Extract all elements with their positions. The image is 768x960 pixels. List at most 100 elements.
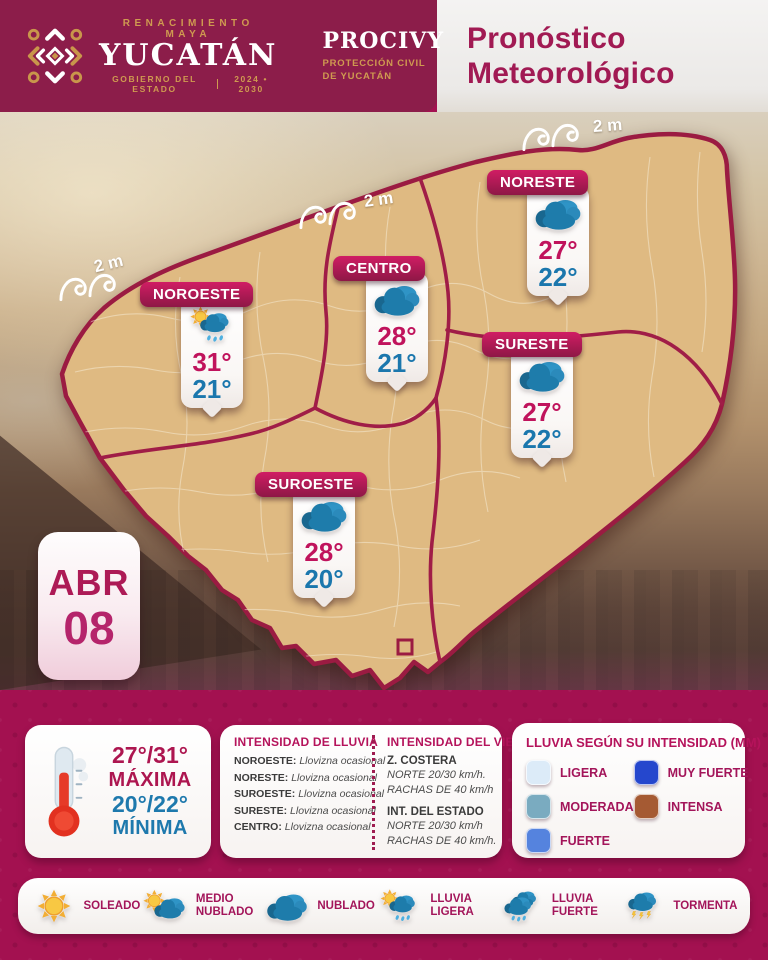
legend-swatch <box>526 760 551 785</box>
temp-min: 22° <box>522 423 562 454</box>
wind-zone-inland: INT. DEL ESTADO <box>387 806 484 818</box>
region-label: CENTRO <box>333 256 425 281</box>
agency-name: PROCIVY <box>322 28 445 55</box>
cloud-rain-icon <box>499 889 545 923</box>
forecast-card: 27° 22° <box>511 348 573 459</box>
region-label: NOROESTE <box>140 282 254 307</box>
sun-cloud-rain-icon <box>186 306 238 344</box>
wave-height-label: 2 m <box>592 115 623 136</box>
cloud-icon <box>264 889 310 923</box>
sky-item-lluvia-fuerte: LLUVIA FUERTE <box>499 889 618 923</box>
forecast-card: 28° 21° <box>366 272 428 383</box>
header-title-block: Pronóstico Meteorológico <box>437 0 768 112</box>
rain-row: SUROESTE: Llovizna ocasional <box>234 788 384 800</box>
sun-cloud-icon <box>143 889 189 923</box>
temp-min: 20° <box>304 563 344 594</box>
sky-condition-legend: SOLEADO MEDIO NUBLADO NUBLADO LLUVIA LIG… <box>18 878 750 934</box>
temp-max: 31° <box>192 347 232 377</box>
rain-row: SURESTE: Llovizna ocasional <box>234 804 376 817</box>
legend-swatch <box>633 760 659 785</box>
temp-min: 22° <box>538 261 578 292</box>
state-outline <box>59 131 738 690</box>
legend-item-ligera: LIGERA <box>526 760 634 785</box>
rain-legend-title: LLUVIA SEGÚN SU INTENSIDAD (MM) <box>526 735 761 750</box>
region-forecast-suroeste: SUROESTE 28° 20° <box>255 472 367 599</box>
min-temp-value: 20°/22° <box>112 790 188 817</box>
legend-item-fuerte: FUERTE <box>526 828 634 853</box>
legend-item-moderada: MODERADA <box>526 794 634 819</box>
forecast-card: 28° 20° <box>293 488 355 599</box>
wind-intensity-column: INTENSIDAD DEL VIENTO Z. COSTERA NORTE 2… <box>372 735 539 850</box>
sky-item-tormenta: TORMENTA <box>620 889 737 923</box>
rain-panel-title: INTENSIDAD DE LLUVIA <box>234 735 379 749</box>
wind-line: RACHAS DE 40 km/h <box>387 784 494 796</box>
wave-marker-ne: 2 m <box>521 115 623 159</box>
cloudy-icon <box>532 194 584 232</box>
date-day: 08 <box>63 602 115 655</box>
wind-zone-coastal: Z. COSTERA <box>387 755 457 767</box>
brand-years: 2024 • 2030 <box>234 74 269 95</box>
rain-intensity-column: INTENSIDAD DE LLUVIA NOROESTE: Llovizna … <box>234 735 386 850</box>
sun-cloud-rain-icon <box>377 889 423 923</box>
wind-line: RACHAS DE 40 km/h. <box>387 835 497 847</box>
region-forecast-noreste: NORESTE 27° 22° <box>487 170 589 297</box>
wave-icon <box>59 273 116 302</box>
agency-dept-line1: PROTECCIÓN CIVIL <box>322 58 426 70</box>
rain-wind-panel: INTENSIDAD DE LLUVIA NOROESTE: Llovizna … <box>220 725 539 858</box>
island-outline <box>396 638 414 656</box>
sky-item-nublado: NUBLADO <box>264 889 375 923</box>
rain-legend-panel: LLUVIA SEGÚN SU INTENSIDAD (MM) LIGERA M… <box>512 723 761 858</box>
region-label: SUROESTE <box>255 472 367 497</box>
temp-max: 28° <box>377 321 417 351</box>
forecast-card: 31° 21° <box>181 298 243 409</box>
storm-icon <box>620 889 666 923</box>
temp-max: 28° <box>304 537 344 567</box>
brand-name: YUCATÁN <box>99 37 278 73</box>
legend-item-muy-fuerte: MUY FUERTE <box>633 760 749 785</box>
brand-tagline: RENACIMIENTO MAYA <box>122 17 254 40</box>
date-badge: ABR 08 <box>38 532 140 680</box>
wind-line: NORTE 20/30 km/h <box>387 820 483 832</box>
legend-swatch <box>526 794 551 819</box>
bottom-section: 27°/31° MÁXIMA 20°/22° MÍNIMA INTENSIDAD… <box>0 690 768 960</box>
cloudy-icon <box>371 280 423 318</box>
rain-row: NORESTE: Llovizna ocasional <box>234 771 377 784</box>
temperature-panel: 27°/31° MÁXIMA 20°/22° MÍNIMA <box>25 725 211 858</box>
brand-divider <box>216 79 218 90</box>
map-section: 2 m 2 m 2 m NORESTE 27° 22° <box>0 112 768 690</box>
max-temp-label: MÁXIMA <box>108 769 192 792</box>
brand-subtitle: GOBIERNO DEL ESTADO <box>112 74 197 95</box>
wind-line: NORTE 20/30 km/h. <box>387 769 486 781</box>
min-temp-label: MÍNIMA <box>112 817 188 840</box>
wave-height-label: 2 m <box>362 188 395 211</box>
region-label: NORESTE <box>487 170 589 195</box>
temp-min: 21° <box>192 373 232 404</box>
wave-marker-nw: 2 m <box>58 251 125 309</box>
region-forecast-sureste: SURESTE 27° 22° <box>482 332 582 459</box>
rain-row: CENTRO: Llovizna ocasional <box>234 821 371 833</box>
wave-icon <box>299 201 356 230</box>
agency-block: PROCIVY PROTECCIÓN CIVIL DE YUCATÁN <box>309 28 444 84</box>
sun-icon <box>31 889 77 923</box>
legend-item-intensa: INTENSA <box>633 794 749 819</box>
wave-icon <box>522 123 579 152</box>
rain-row: NOROESTE: Llovizna ocasional <box>234 755 386 767</box>
region-label: SURESTE <box>482 332 582 357</box>
legend-swatch <box>526 828 551 853</box>
cloudy-icon <box>516 356 568 394</box>
wave-marker-north: 2 m <box>298 188 394 237</box>
region-forecast-noroeste: NOROESTE 31° 21° <box>140 282 254 409</box>
header: RENACIMIENTO MAYA YUCATÁN GOBIERNO DEL E… <box>0 0 768 112</box>
legend-swatch <box>633 794 659 819</box>
header-brand-block: RENACIMIENTO MAYA YUCATÁN GOBIERNO DEL E… <box>0 0 443 112</box>
agency-dept-line2: DE YUCATÁN <box>322 71 392 82</box>
temp-max: 27° <box>522 397 562 427</box>
yucatan-government-logo-icon <box>27 28 83 84</box>
region-forecast-centro: CENTRO 28° 21° <box>333 256 428 383</box>
sky-item-lluvia-ligera: LLUVIA LIGERA <box>377 889 496 923</box>
max-temp-value: 27°/31° <box>112 742 188 769</box>
forecast-card: 27° 22° <box>527 186 589 297</box>
wind-panel-title: INTENSIDAD DEL VIENTO <box>387 735 540 749</box>
thermometer-icon <box>35 736 93 848</box>
